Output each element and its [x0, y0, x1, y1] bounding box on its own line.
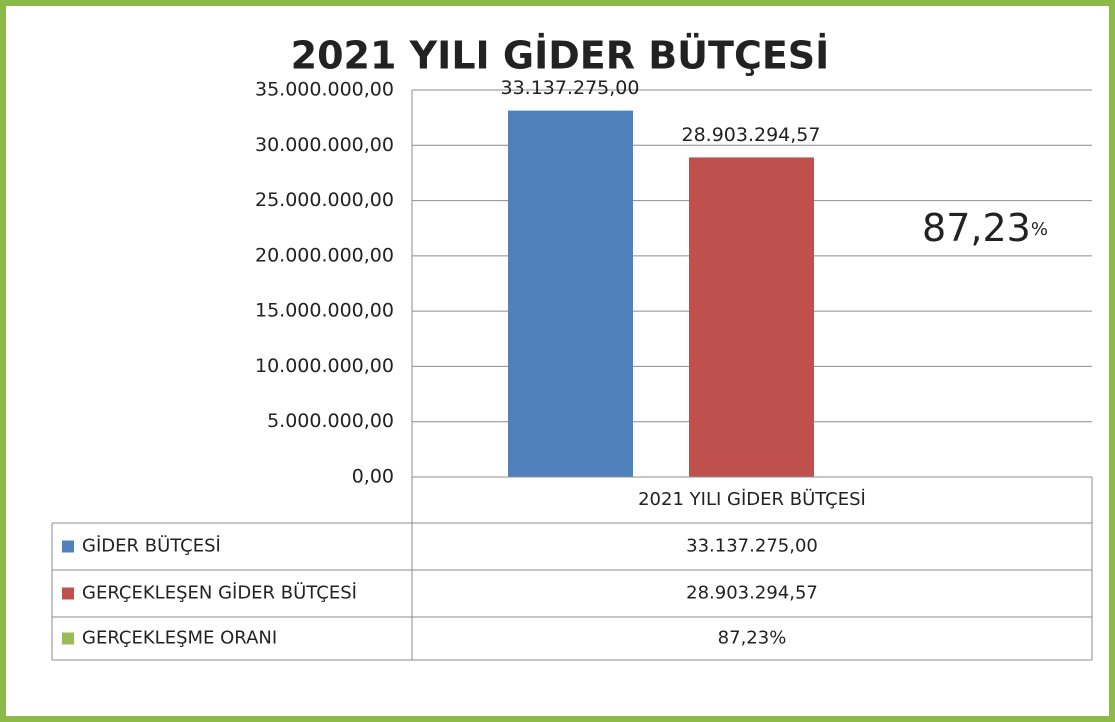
y-tick-label: 35.000.000,00 — [255, 79, 394, 101]
y-tick-label: 20.000.000,00 — [255, 244, 394, 266]
legend-label: GERÇEKLEŞME ORANI — [82, 628, 277, 649]
y-tick-label: 30.000.000,00 — [255, 134, 394, 156]
y-tick-label: 15.000.000,00 — [255, 300, 394, 322]
legend-swatch — [62, 540, 74, 553]
y-tick-label: 25.000.000,00 — [255, 189, 394, 211]
x-tick-label: 2021 YILI GİDER BÜTÇESİ — [638, 488, 866, 510]
legend-swatch — [62, 587, 74, 600]
annotation-unit: % — [1031, 219, 1048, 240]
y-tick-label: 5.000.000,00 — [267, 410, 394, 432]
data-label: 28.903.294,57 — [681, 124, 820, 146]
annotation: 87,23% — [922, 206, 1048, 250]
table-value: 28.903.294,57 — [686, 583, 818, 604]
table-value: 87,23% — [718, 628, 787, 649]
legend-swatch — [62, 632, 74, 645]
legend-label: GİDER BÜTÇESİ — [82, 535, 221, 557]
bar — [508, 110, 633, 478]
chart-title: 2021 YILI GİDER BÜTÇESİ — [291, 34, 830, 78]
bar — [689, 157, 814, 477]
table-value: 33.137.275,00 — [686, 536, 818, 557]
annotation-value: 87,23 — [922, 206, 1031, 250]
data-label: 33.137.275,00 — [500, 77, 639, 99]
y-tick-label: 10.000.000,00 — [255, 355, 394, 377]
y-tick-label: 0,00 — [352, 466, 394, 488]
legend-label: GERÇEKLEŞEN GİDER BÜTÇESİ — [82, 582, 357, 604]
